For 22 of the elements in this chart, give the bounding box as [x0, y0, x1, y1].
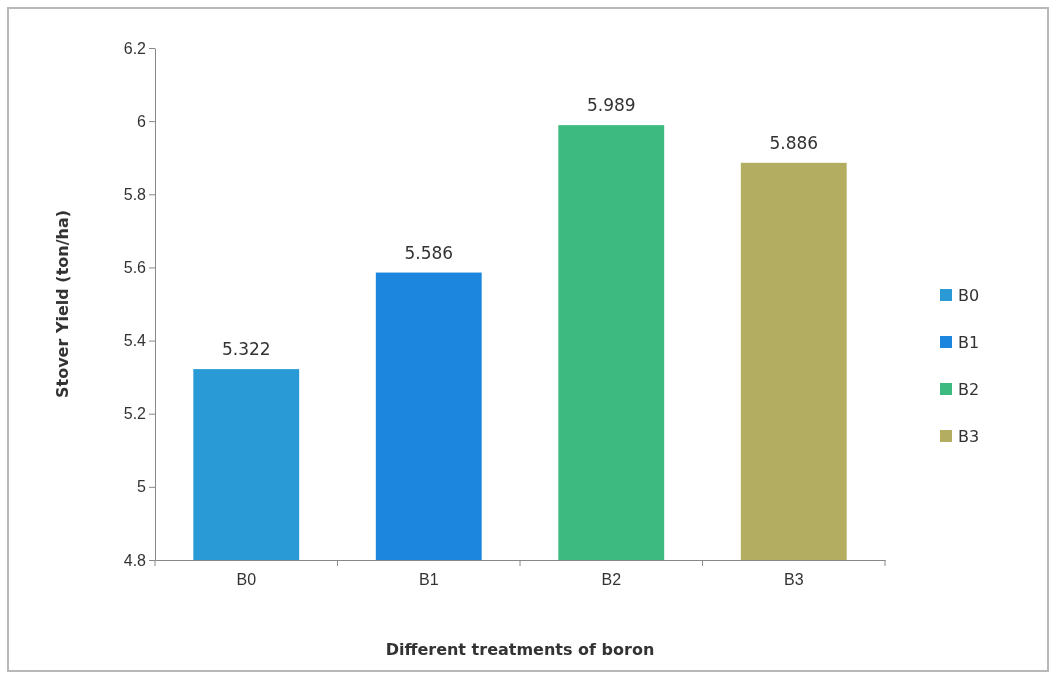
- x-axis-title: Different treatments of boron: [385, 640, 655, 659]
- y-tick-label: 6.2: [123, 39, 147, 57]
- y-axis-title: Stover Yield (ton/ha): [53, 209, 72, 399]
- y-tick-label: 4.8: [123, 551, 147, 569]
- x-tick-label: B1: [418, 571, 439, 589]
- data-label: 5.322: [221, 339, 271, 360]
- y-tick-label: 5.6: [123, 259, 147, 277]
- legend-label: B2: [958, 380, 980, 399]
- y-tick-label: 5.2: [123, 405, 147, 423]
- legend-label: B0: [958, 286, 980, 305]
- x-tick-label: B0: [236, 571, 257, 589]
- data-label: 5.886: [769, 132, 819, 153]
- y-tick-label: 6: [137, 112, 147, 130]
- y-tick-label: 5: [137, 478, 147, 496]
- legend-label: B3: [958, 427, 980, 446]
- y-tick-label: 5.4: [123, 332, 147, 350]
- y-tick-label: 5.8: [123, 185, 147, 203]
- data-label: 5.586: [404, 242, 454, 263]
- legend-label: B1: [958, 333, 980, 352]
- x-tick-label: B2: [601, 571, 622, 589]
- data-label: 5.989: [586, 95, 636, 116]
- x-tick-label: B3: [783, 571, 804, 589]
